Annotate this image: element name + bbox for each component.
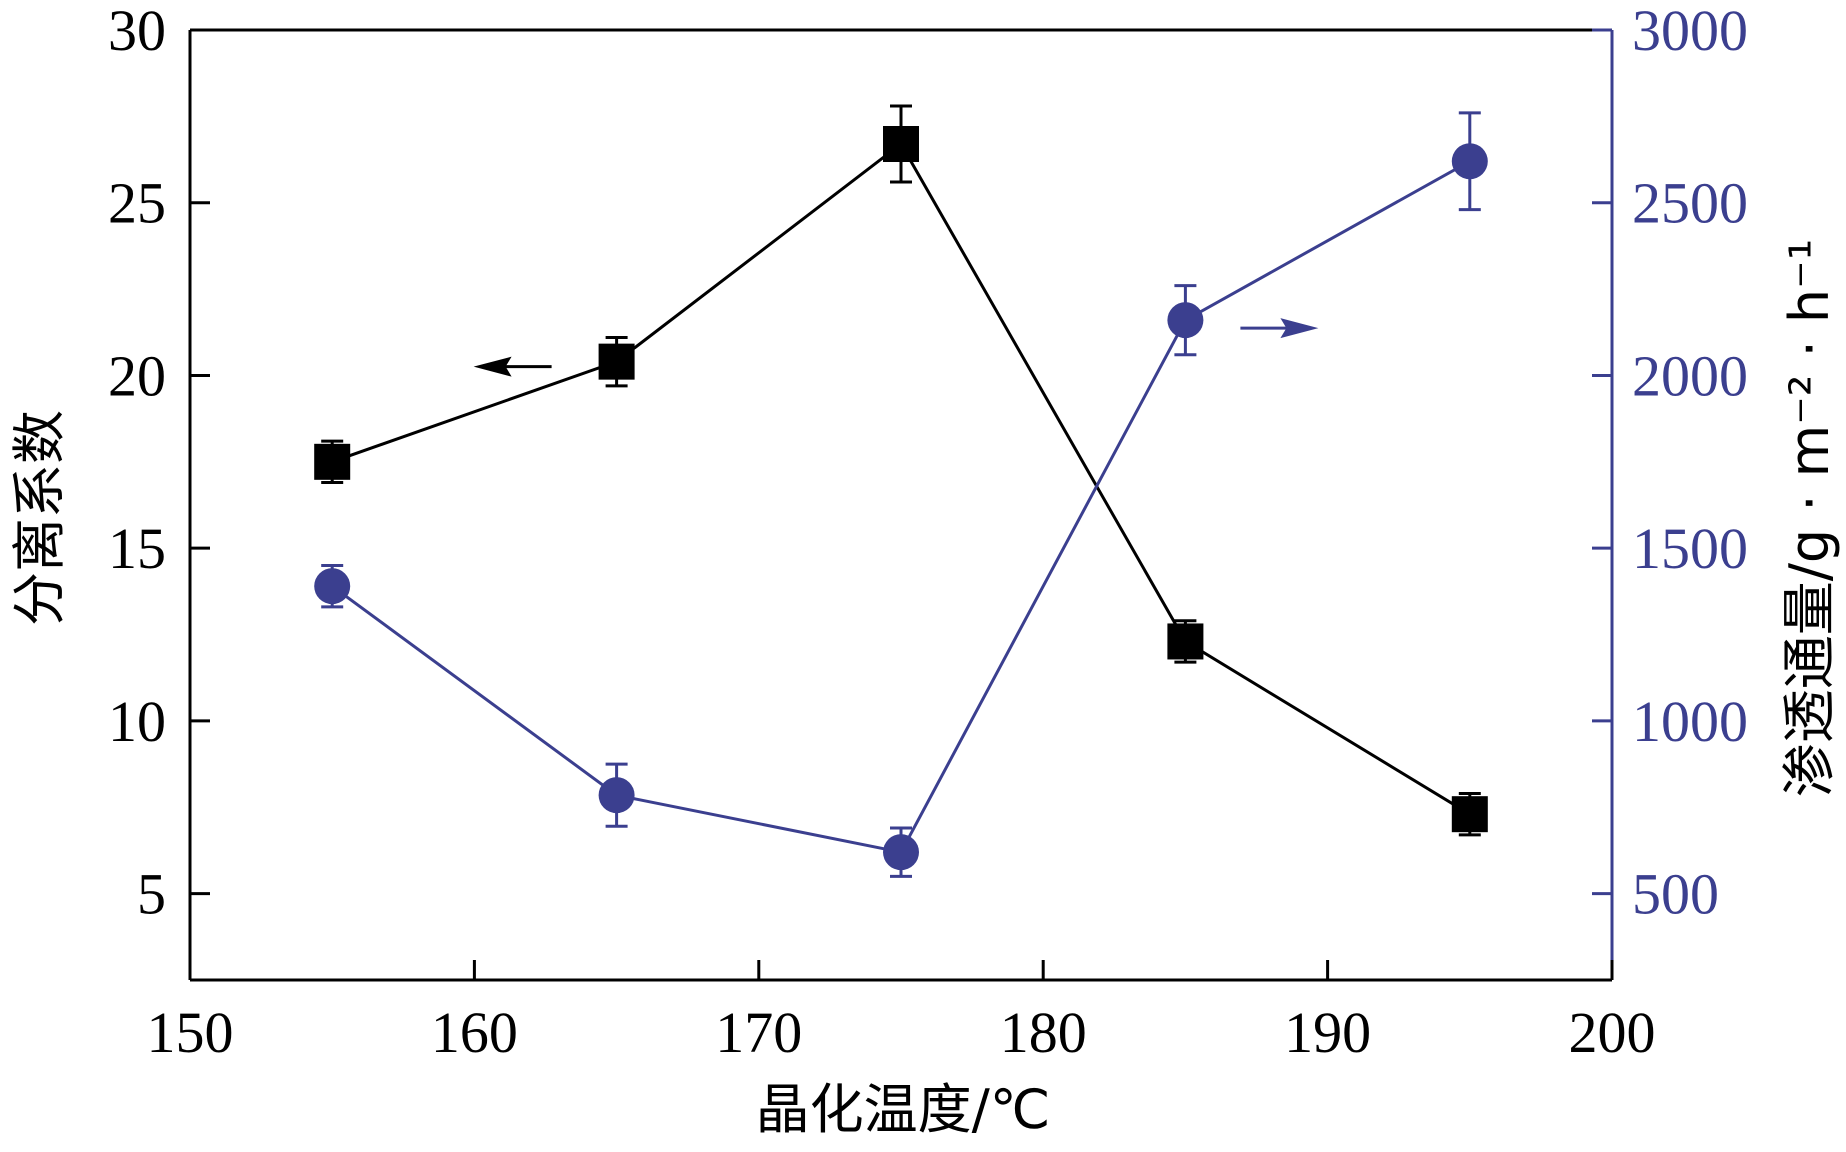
series-2-point xyxy=(598,777,635,814)
y-left-tick-label: 10 xyxy=(108,689,166,754)
x-tick-label: 160 xyxy=(431,1000,518,1065)
series-1-point xyxy=(883,126,919,162)
y-right-tick-label: 1500 xyxy=(1632,516,1748,581)
series-2-point xyxy=(1167,302,1204,339)
series-2-axis-arrowhead xyxy=(1280,318,1319,339)
y-left-tick-label: 30 xyxy=(108,0,166,63)
x-tick-label: 170 xyxy=(715,1000,802,1065)
axes xyxy=(188,28,1614,982)
y-left-tick-label: 20 xyxy=(108,343,166,408)
y-right-tick-label: 2500 xyxy=(1632,171,1748,236)
series-2-point xyxy=(314,568,351,605)
series-1-point xyxy=(1167,623,1204,660)
y-right-tick-label: 2000 xyxy=(1632,343,1748,408)
series-1-axis-arrowhead xyxy=(473,356,512,377)
y-left-tick-label: 15 xyxy=(108,516,166,581)
ticks: 150 160 170 180 190 200 5 10 15 20 25 30 500 1000 1500… xyxy=(108,0,1748,1065)
y-right-tick-label: 3000 xyxy=(1632,0,1748,63)
series-2-point xyxy=(1451,143,1488,180)
series xyxy=(314,104,1488,878)
arrows xyxy=(473,318,1319,377)
x-tick-label: 150 xyxy=(147,1000,234,1065)
y-axis-left-title: 分离系数 xyxy=(8,410,71,626)
x-tick-label: 200 xyxy=(1569,1000,1656,1065)
series-1-point xyxy=(1451,796,1488,833)
series-2-point xyxy=(883,834,919,871)
y-left-tick-label: 25 xyxy=(108,171,166,236)
series-1-line xyxy=(331,141,1471,816)
series-1-point xyxy=(314,443,351,480)
x-axis-title: 晶化温度/℃ xyxy=(756,1078,1051,1141)
y-right-tick-label: 500 xyxy=(1632,862,1719,927)
y-left-tick-label: 5 xyxy=(137,862,166,927)
x-tick-label: 190 xyxy=(1284,1000,1371,1065)
y-right-tick-label: 1000 xyxy=(1632,689,1748,754)
series-2-line xyxy=(331,159,1471,854)
y-axis-right-title: 渗透通量/g · m⁻² · h⁻¹ xyxy=(1778,239,1841,798)
series-1-point xyxy=(598,343,635,380)
x-tick-label: 180 xyxy=(1000,1000,1087,1065)
